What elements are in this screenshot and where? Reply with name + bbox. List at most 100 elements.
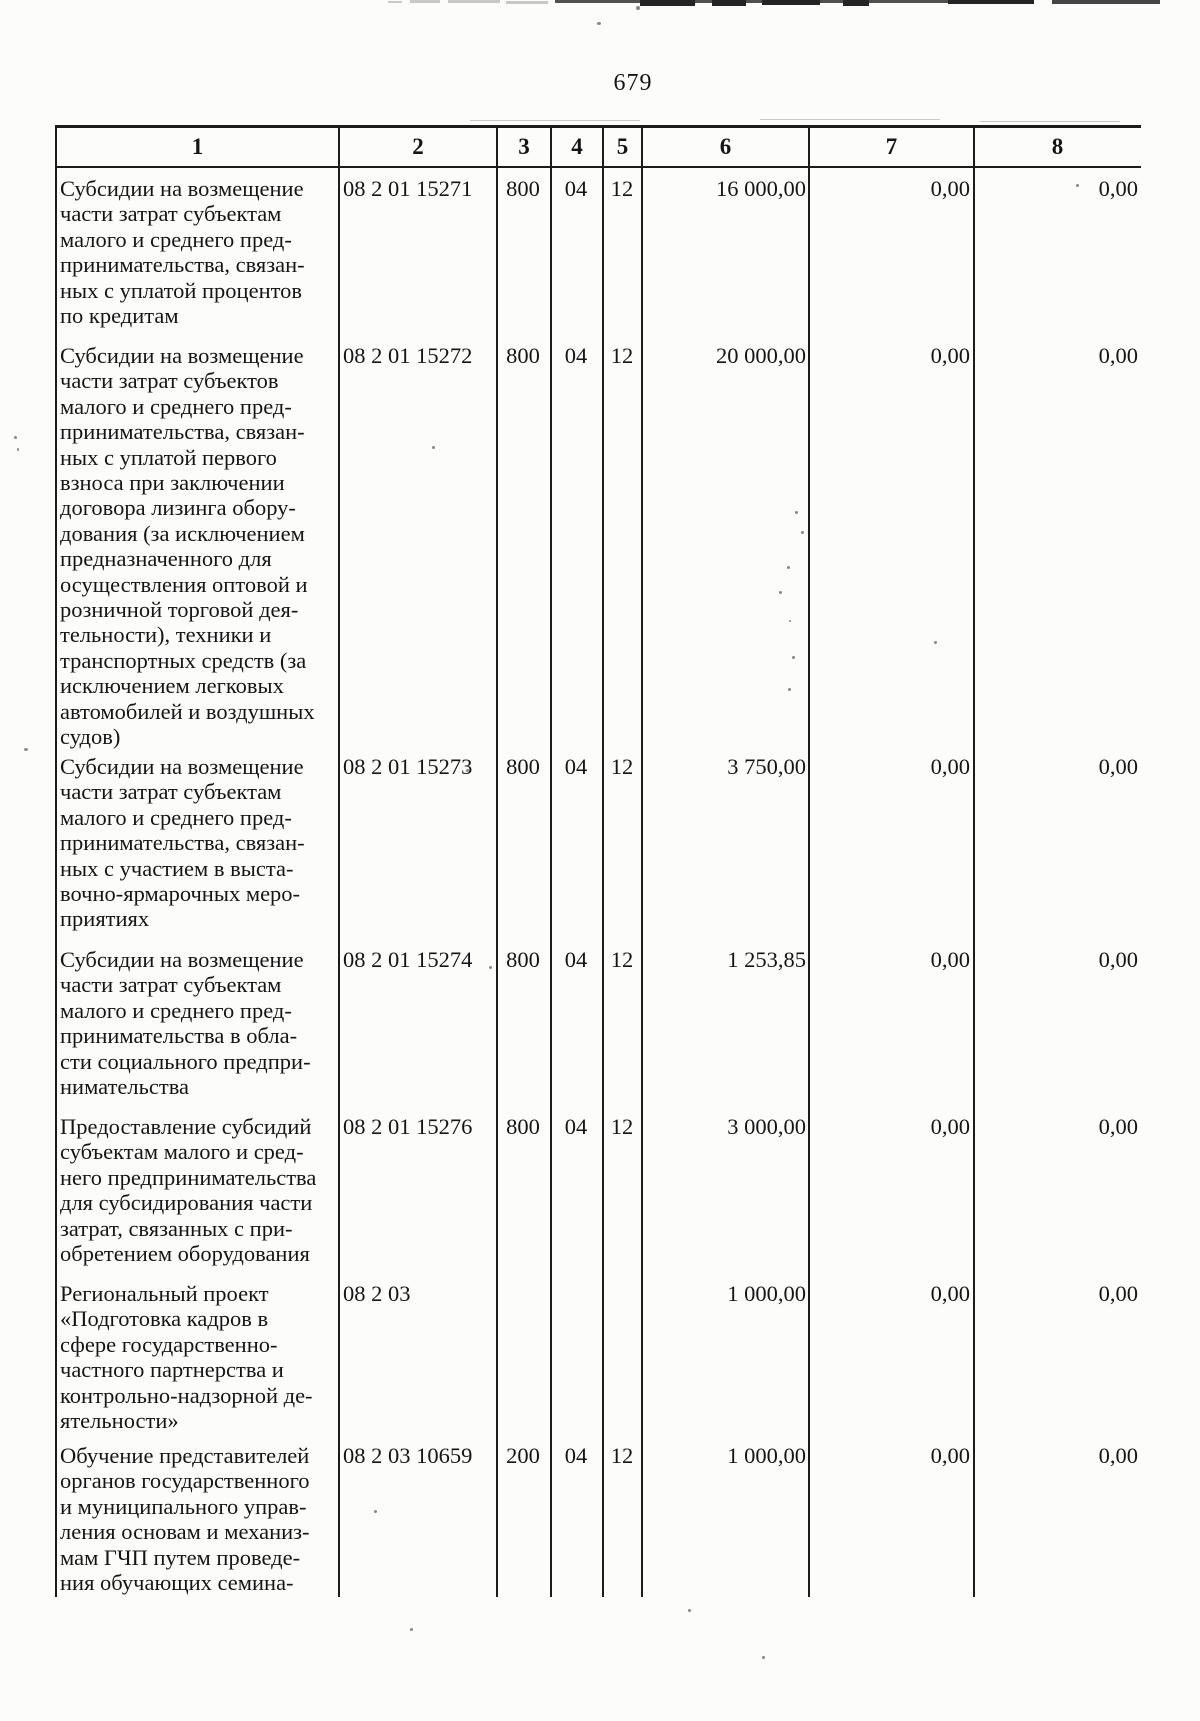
- scan-artifact: [712, 0, 746, 6]
- cell-budget-code: 08 2 01 15272: [343, 343, 473, 368]
- cell-amount-3: 0,00: [1098, 754, 1138, 779]
- cell-amount-2: 0,00: [930, 1114, 970, 1139]
- column-divider: [55, 125, 57, 1597]
- cell-program-name: Региональный проект «Подготовка кадров в…: [60, 1281, 313, 1434]
- cell-amount-3: 0,00: [1098, 343, 1138, 368]
- cell-amount-1: 20 000,00: [716, 343, 806, 368]
- scan-artifact: [24, 748, 28, 751]
- cell-section-code: 04: [564, 1443, 588, 1468]
- scan-artifact: [762, 1656, 765, 1659]
- cell-program-name: Субсидии на возмещение части затрат субъ…: [60, 947, 311, 1100]
- cell-amount-3: 0,00: [1098, 1281, 1138, 1306]
- cell-amount-3: 0,00: [1098, 947, 1138, 972]
- scan-artifact: [760, 119, 940, 120]
- cell-amount-1: 3 000,00: [727, 1114, 806, 1139]
- cell-amount-2: 0,00: [930, 1281, 970, 1306]
- table-row: Субсидии на возмещение части затрат субъ…: [0, 343, 1200, 749]
- column-divider: [602, 125, 604, 1597]
- column-divider: [973, 125, 975, 1597]
- page-number: 679: [613, 70, 653, 96]
- scan-artifact: [597, 22, 601, 25]
- scan-artifact: [410, 0, 440, 3]
- cell-section-code: 04: [564, 343, 588, 368]
- scan-artifact: [779, 591, 782, 594]
- cell-amount-1: 1 253,85: [727, 947, 806, 972]
- scan-artifact: [843, 0, 869, 6]
- column-divider: [550, 125, 552, 1597]
- cell-amount-3: 0,00: [1098, 1114, 1138, 1139]
- scan-artifact: [374, 1510, 377, 1513]
- scan-artifact: [489, 966, 492, 969]
- scan-artifact: [787, 566, 790, 569]
- column-divider: [496, 125, 498, 1597]
- scan-artifact: [762, 0, 820, 5]
- scan-artifact: [470, 120, 640, 121]
- column-divider: [641, 125, 643, 1597]
- scan-artifact: [432, 446, 435, 449]
- scan-artifact: [506, 1, 548, 4]
- table-row: Обучение представителей органов государс…: [0, 1443, 1200, 1595]
- scan-artifact: [934, 641, 937, 644]
- cell-amount-1: 1 000,00: [727, 1281, 806, 1306]
- cell-budget-code: 08 2 01 15273: [343, 754, 473, 779]
- cell-subsection-code: 12: [610, 754, 634, 779]
- table-row: Субсидии на возмещение части затрат субъ…: [0, 754, 1200, 931]
- cell-subsection-code: 12: [610, 343, 634, 368]
- scan-artifact: [388, 1, 402, 3]
- scan-artifact: [636, 6, 640, 10]
- scan-artifact: [1052, 0, 1160, 4]
- cell-amount-1: 1 000,00: [727, 1443, 806, 1468]
- cell-amount-2: 0,00: [930, 1443, 970, 1468]
- cell-budget-code: 08 2 01 15276: [343, 1114, 473, 1139]
- cell-section-code: 04: [564, 947, 588, 972]
- table-row: Субсидии на возмещение части затрат субъ…: [0, 947, 1200, 1099]
- cell-expense-type-code: 800: [506, 176, 540, 201]
- table-row: Предоставление субсидий субъектам малого…: [0, 1114, 1200, 1266]
- cell-amount-2: 0,00: [930, 343, 970, 368]
- column-header-2: 2: [412, 134, 424, 159]
- scan-artifact: [640, 0, 695, 6]
- cell-expense-type-code: 800: [506, 947, 540, 972]
- column-header-5: 5: [616, 134, 629, 159]
- column-divider: [808, 125, 810, 1597]
- scan-artifact: [948, 0, 1034, 4]
- scan-artifact: [448, 0, 500, 3]
- column-header-8: 8: [1051, 134, 1064, 159]
- cell-program-name: Обучение представителей органов государс…: [60, 1443, 310, 1596]
- scan-artifact: [789, 620, 791, 622]
- scan-artifact: [688, 1609, 691, 1612]
- cell-expense-type-code: 200: [506, 1443, 540, 1468]
- cell-amount-1: 3 750,00: [727, 754, 806, 779]
- column-header-7: 7: [885, 134, 898, 159]
- cell-program-name: Субсидии на возмещение части затрат субъ…: [60, 754, 305, 932]
- cell-budget-code: 08 2 01 15271: [343, 176, 473, 201]
- column-header-4: 4: [571, 134, 583, 159]
- scan-artifact: [795, 511, 798, 514]
- column-divider: [338, 125, 340, 1597]
- scan-artifact: [980, 121, 1120, 122]
- table-top-border: [55, 125, 1141, 128]
- table-row: Региональный проект «Подготовка кадров в…: [0, 1281, 1200, 1433]
- cell-section-code: 04: [564, 754, 588, 779]
- cell-section-code: 04: [564, 1114, 588, 1139]
- cell-amount-2: 0,00: [930, 754, 970, 779]
- cell-amount-2: 0,00: [930, 947, 970, 972]
- scan-artifact: [466, 769, 469, 772]
- column-header-6: 6: [719, 134, 732, 159]
- cell-subsection-code: 12: [610, 1114, 634, 1139]
- cell-subsection-code: 12: [610, 1443, 634, 1468]
- cell-expense-type-code: 800: [506, 754, 540, 779]
- cell-amount-1: 16 000,00: [716, 176, 806, 201]
- scan-artifact: [410, 1628, 413, 1631]
- cell-section-code: 04: [564, 176, 588, 201]
- scan-artifact: [17, 448, 19, 451]
- scan-artifact: [801, 531, 804, 534]
- cell-program-name: Субсидии на возмещение части затрат субъ…: [60, 343, 315, 750]
- table-row: Субсидии на возмещение части затрат субъ…: [0, 176, 1200, 328]
- cell-budget-code: 08 2 03: [343, 1281, 411, 1306]
- cell-budget-code: 08 2 03 10659: [343, 1443, 473, 1468]
- cell-amount-2: 0,00: [930, 176, 970, 201]
- scan-artifact: [1076, 184, 1079, 187]
- scan-artifact: [788, 688, 791, 691]
